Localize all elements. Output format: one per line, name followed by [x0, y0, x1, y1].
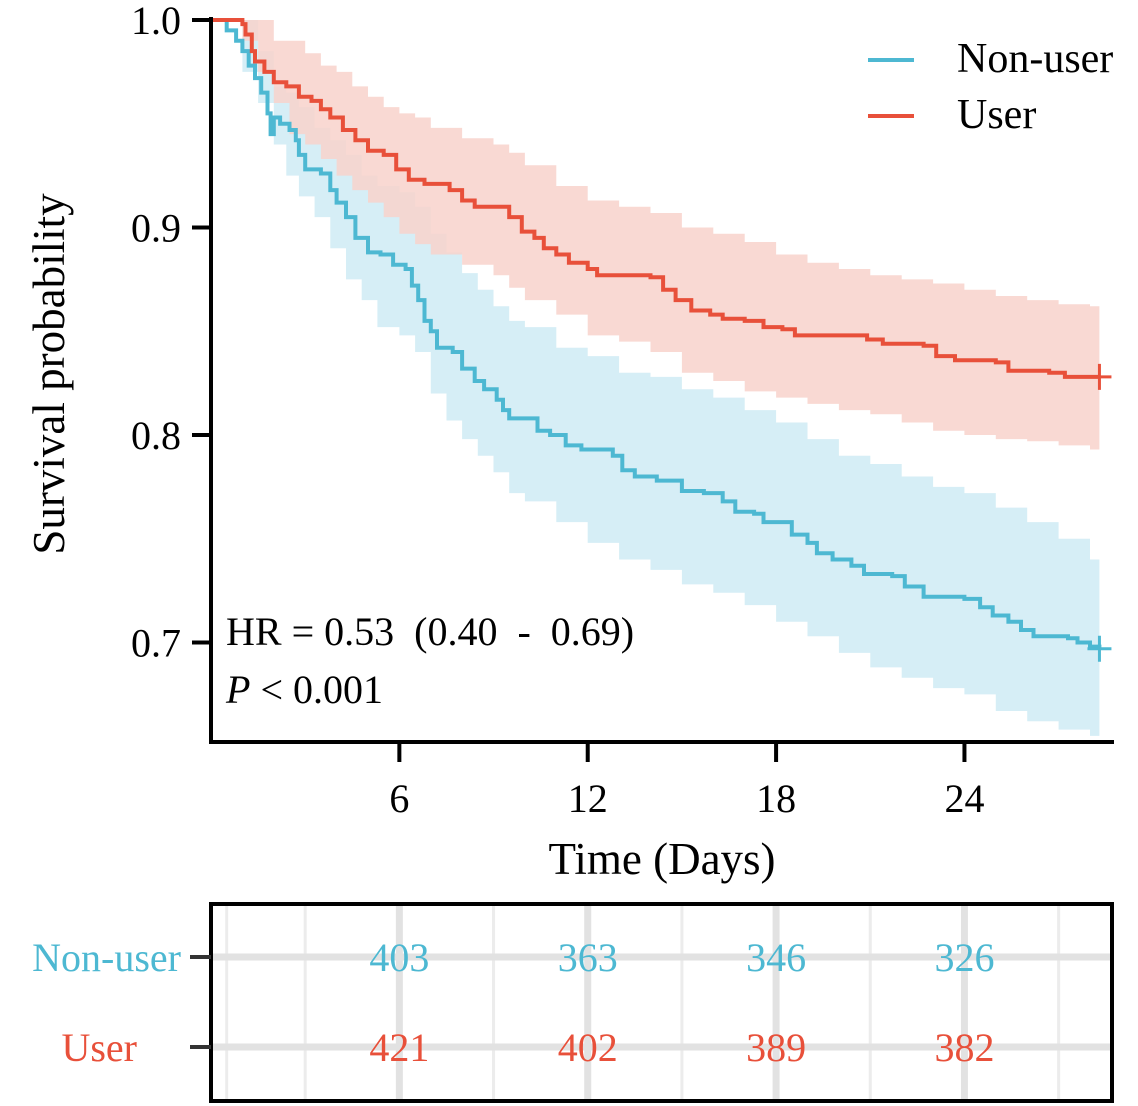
curve-user	[211, 18, 1100, 379]
x-tick-label-0: 6	[389, 776, 409, 821]
y-tick-label-3: 1.0	[131, 0, 181, 43]
confidence-bands	[211, 20, 1100, 736]
censor-marks	[1087, 363, 1112, 662]
censor-mark-user	[1087, 363, 1112, 390]
band-non-user	[211, 20, 1100, 736]
x-tick-label-1: 12	[568, 776, 608, 821]
y-tick-label-1: 0.8	[131, 413, 181, 458]
risk-value-user-2: 389	[746, 1025, 806, 1070]
risk-value-user-0: 421	[369, 1025, 429, 1070]
p-value-text: < 0.001	[250, 667, 383, 712]
risk-value-non-user-2: 346	[746, 935, 806, 980]
p-value-annotation: P < 0.001	[225, 667, 383, 712]
x-tick-label-2: 18	[756, 776, 796, 821]
risk-row-label-user: User	[61, 1025, 137, 1070]
risk-value-non-user-1: 363	[558, 935, 618, 980]
risk-table-frame	[211, 904, 1112, 1101]
p-symbol: P	[225, 667, 250, 712]
risk-table: 403 363 346 326 421 402 389 382 Non-user User	[32, 902, 1114, 1103]
risk-value-user-1: 402	[558, 1025, 618, 1070]
risk-value-non-user-3: 326	[934, 935, 994, 980]
legend: Non-user User	[868, 36, 1113, 138]
y-tick-label-0: 0.7	[131, 620, 181, 665]
risk-table-values: 403 363 346 326 421 402 389 382	[369, 935, 994, 1070]
risk-table-grid	[213, 906, 1110, 1099]
risk-value-non-user-0: 403	[369, 935, 429, 980]
curve-non-user	[211, 18, 1102, 649]
x-axis-ticks: 6 12 18 24	[389, 742, 984, 821]
risk-value-user-3: 382	[934, 1025, 994, 1070]
y-axis-ticks: 0.7 0.8 0.9 1.0	[131, 0, 211, 665]
survival-curves	[211, 18, 1102, 649]
y-tick-label-2: 0.9	[131, 205, 181, 250]
hr-annotation: HR = 0.53 (0.40 - 0.69)	[226, 609, 634, 654]
risk-row-label-non-user: Non-user	[32, 935, 181, 980]
x-tick-label-3: 24	[944, 776, 984, 821]
y-axis-label: Survival probability	[24, 193, 74, 555]
legend-label-non-user: Non-user	[957, 36, 1113, 82]
risk-table-border	[209, 902, 1114, 1103]
band-user	[211, 20, 1100, 450]
legend-label-user: User	[957, 92, 1036, 138]
x-axis-label: Time (Days)	[548, 834, 775, 884]
censor-mark-non-user	[1087, 635, 1112, 662]
